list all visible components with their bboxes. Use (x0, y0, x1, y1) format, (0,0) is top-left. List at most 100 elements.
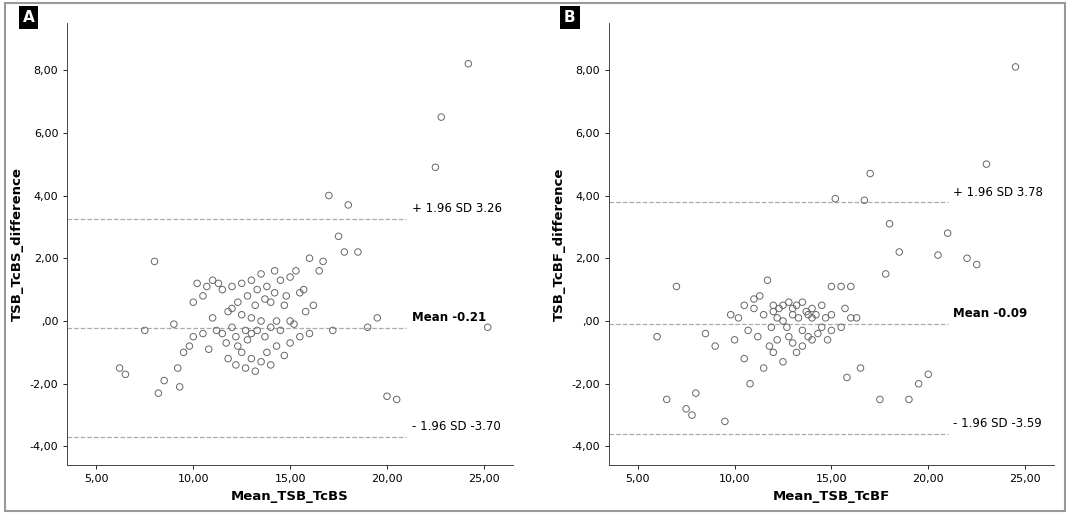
Point (248, 285, 265, 293)
Point (432, 113, 449, 121)
Point (262, 361, 279, 369)
Point (262, 323, 279, 332)
Point (297, 307, 315, 316)
Point (759, 276, 776, 284)
Point (253, 270, 270, 278)
Point (739, 326, 756, 335)
Point (827, 194, 844, 203)
Point (320, 191, 337, 199)
Point (224, 323, 241, 332)
Point (301, 254, 318, 262)
Point (780, 333, 797, 341)
Point (852, 364, 869, 372)
Point (839, 373, 856, 381)
Point (930, 251, 947, 259)
Point (272, 326, 289, 335)
Point (236, 326, 254, 335)
Point (169, 364, 186, 372)
Point (788, 348, 805, 357)
Point (253, 317, 270, 325)
Point (775, 317, 792, 325)
Point (210, 279, 227, 287)
Point (204, 314, 221, 322)
Point (746, 295, 763, 303)
Point (198, 282, 215, 290)
Point (243, 276, 260, 284)
Point (214, 285, 231, 293)
Point (804, 314, 821, 322)
Point (842, 282, 859, 290)
Point (479, 323, 496, 332)
Point (784, 304, 801, 313)
Point (794, 342, 811, 350)
Point (881, 219, 898, 228)
Point (281, 317, 299, 325)
Point (136, 326, 153, 335)
Point (117, 370, 134, 378)
Point (229, 342, 246, 350)
Text: + 1.96 SD 3.26: + 1.96 SD 3.26 (412, 202, 502, 215)
Point (765, 307, 782, 316)
Point (185, 298, 202, 306)
Point (324, 326, 341, 335)
Point (111, 364, 128, 372)
Point (871, 395, 888, 403)
Point (790, 314, 807, 322)
Point (722, 310, 739, 319)
Point (920, 370, 937, 378)
Point (310, 267, 327, 275)
Y-axis label: TSB_TcBF_difference: TSB_TcBF_difference (552, 168, 565, 321)
Point (315, 258, 332, 266)
Point (379, 392, 396, 400)
Point (243, 355, 260, 363)
Point (799, 310, 816, 319)
Text: + 1.96 SD 3.78: + 1.96 SD 3.78 (953, 186, 1043, 198)
Point (281, 273, 299, 281)
Point (276, 301, 293, 309)
Point (281, 339, 299, 347)
Point (648, 333, 666, 341)
Point (823, 326, 840, 335)
Point (427, 163, 444, 171)
Point (819, 336, 836, 344)
Point (262, 298, 279, 306)
Point (286, 320, 303, 328)
Point (195, 329, 212, 338)
Point (208, 326, 225, 335)
Point (856, 196, 873, 205)
Point (768, 314, 785, 322)
Text: - 1.96 SD -3.70: - 1.96 SD -3.70 (412, 420, 501, 433)
Point (243, 314, 260, 322)
Point (233, 310, 250, 319)
Point (765, 301, 782, 309)
Point (188, 279, 205, 287)
Point (823, 310, 840, 319)
Point (968, 261, 985, 269)
Point (291, 289, 308, 297)
Point (204, 276, 221, 284)
Point (742, 380, 759, 388)
Point (890, 248, 907, 256)
Point (257, 295, 274, 303)
Point (227, 361, 244, 369)
Point (253, 358, 270, 366)
Point (268, 317, 285, 325)
Point (668, 282, 685, 290)
Point (658, 395, 675, 403)
Point (832, 323, 850, 332)
Point (751, 292, 768, 300)
Point (305, 301, 322, 309)
Point (239, 292, 256, 300)
Y-axis label: TSB_TcBS_difference: TSB_TcBS_difference (11, 167, 25, 321)
Point (959, 254, 976, 262)
Point (388, 395, 406, 403)
Point (243, 329, 260, 338)
Point (755, 310, 773, 319)
Point (823, 282, 840, 290)
Point (798, 307, 815, 316)
Point (185, 333, 202, 341)
X-axis label: Mean_TSB_TcBF: Mean_TSB_TcBF (773, 490, 890, 503)
Point (233, 348, 250, 357)
Point (146, 258, 163, 266)
Point (939, 229, 957, 237)
